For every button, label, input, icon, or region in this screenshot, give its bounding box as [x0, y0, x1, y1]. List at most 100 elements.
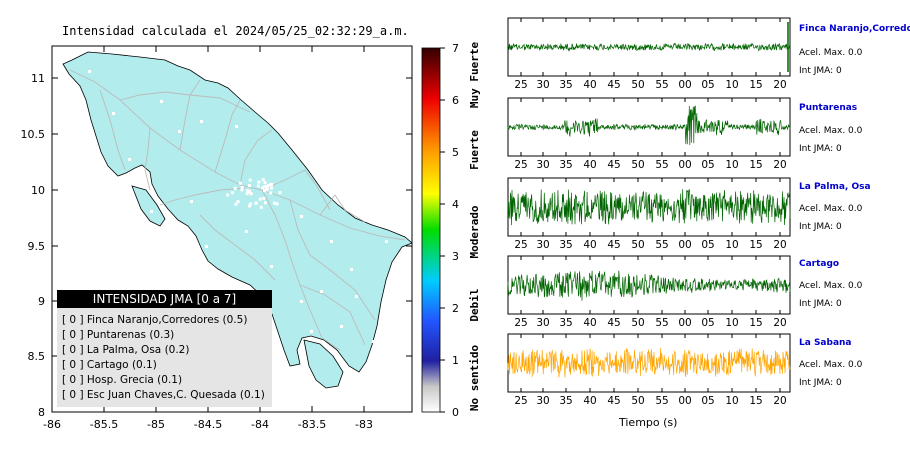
seismogram-panel: 25 30 35 40 45 50 55 00 05 10 15 20 — [507, 333, 791, 407]
town-marker — [262, 196, 266, 200]
seismogram-tick-label: 55 — [655, 159, 668, 171]
seismogram-tick-label: 40 — [583, 395, 596, 407]
station-accel: Acel. Max. 0.0 — [799, 126, 863, 136]
town-marker — [256, 184, 260, 188]
legend-item: [ 0 ] Finca Naranjo,Corredores (0.5) — [62, 314, 248, 326]
town-marker — [247, 184, 251, 188]
town-marker — [238, 181, 242, 185]
seismogram-panel: 25 30 35 40 45 50 55 00 05 10 15 20 — [507, 177, 791, 251]
seismogram-tick-label: 50 — [631, 159, 644, 171]
seismogram-tick-label: 20 — [773, 395, 786, 407]
legend-item: [ 0 ] Cartago (0.1) — [62, 359, 157, 371]
colorbar — [421, 47, 441, 413]
town-marker — [259, 205, 263, 209]
road — [179, 79, 201, 151]
colorbar-tick-label: 0 — [452, 406, 459, 419]
town-marker — [257, 180, 261, 184]
map-x-tick-label: -84 — [251, 418, 269, 431]
road — [159, 187, 246, 206]
colorbar-ticks: 7 6 5 4 3 2 1 0 — [440, 42, 459, 419]
map-y-tick-label: 9 — [38, 295, 45, 308]
seismogram-tick-label: 25 — [514, 395, 527, 407]
colorbar-label: Muy Fuerte — [468, 42, 481, 109]
seismogram-tick-label: 30 — [536, 395, 549, 407]
seismogram-tick-label: 40 — [583, 79, 596, 91]
seismogram-tick-label: 45 — [607, 79, 620, 91]
seismogram-tick-label: 00 — [678, 239, 691, 251]
town-marker — [249, 192, 253, 196]
town-marker — [270, 265, 273, 268]
map-y-axis: 11 10.5 10 9.5 9 8.5 8 — [21, 72, 412, 419]
colorbar-label: Debil — [468, 288, 481, 321]
colorbar-label-text: No sentido — [468, 345, 481, 412]
colorbar-tick-label: 1 — [452, 354, 459, 367]
town-marker — [231, 191, 235, 195]
seismogram-trace — [507, 105, 791, 146]
seismogram-tick-label: 20 — [773, 79, 786, 91]
town-marker — [236, 200, 240, 204]
map-x-axis: -86 -85.5 -85 -84.5 -84 -83.5 -83 — [43, 46, 373, 431]
seismogram-tick-label: 35 — [559, 239, 572, 251]
seismogram-tick-label: 50 — [631, 79, 644, 91]
colorbar-label-text: Muy Fuerte — [468, 42, 481, 109]
colorbar-labels: Muy Fuerte Fuerte Moderado Debil No sentido — [468, 42, 481, 412]
town-marker — [269, 191, 273, 195]
road — [199, 214, 276, 281]
colorbar-label-text: Moderado — [468, 205, 481, 258]
town-marker — [234, 202, 238, 206]
town-marker — [246, 189, 250, 193]
seismogram-tick-label: 05 — [701, 159, 714, 171]
town-marker — [300, 300, 303, 303]
colorbar-label: Fuerte — [468, 130, 481, 170]
seismogram-tick-label: 05 — [701, 317, 714, 329]
seismogram-tick-label: 10 — [725, 317, 738, 329]
town-marker — [355, 295, 358, 298]
road — [319, 194, 366, 223]
map-title: Intensidad calculada el 2024/05/25_02:32… — [62, 24, 409, 38]
seismogram-trace — [507, 270, 791, 301]
station-name: La Sabana — [799, 338, 852, 348]
colorbar-tick-label: 4 — [452, 198, 459, 211]
seismogram-tick-label: 15 — [749, 79, 762, 91]
road — [261, 189, 341, 351]
town-markers — [88, 70, 388, 363]
legend-item: [ 0 ] Hosp. Grecia (0.1) — [62, 374, 183, 386]
town-marker — [112, 112, 115, 115]
seismogram-tick-label: 05 — [701, 239, 714, 251]
town-marker — [240, 185, 244, 189]
seismogram-tick-label: 50 — [631, 239, 644, 251]
seismogram-tick-label: 20 — [773, 159, 786, 171]
colorbar-tick-label: 5 — [452, 146, 459, 159]
seismogram-tick-label: 15 — [749, 239, 762, 251]
town-marker — [261, 178, 265, 182]
seismogram-trace — [507, 347, 791, 378]
town-marker — [235, 125, 238, 128]
town-marker — [150, 210, 153, 213]
station-name: Puntarenas — [799, 103, 858, 113]
town-marker — [278, 191, 282, 195]
seismogram-tick-label: 15 — [749, 317, 762, 329]
seismogram-tick-label: 55 — [655, 317, 668, 329]
town-marker — [205, 245, 208, 248]
road — [261, 169, 331, 211]
map-x-tick-label: -84.5 — [194, 418, 222, 431]
station-accel: Acel. Max. 0.0 — [799, 48, 863, 58]
seismogram-tick-label: 40 — [583, 317, 596, 329]
seismogram-tick-label: 00 — [678, 395, 691, 407]
station-accel: Acel. Max. 0.0 — [799, 360, 863, 370]
station-jma: Int JMA: 0 — [799, 66, 842, 76]
town-marker — [265, 188, 269, 192]
colorbar-tick-label: 7 — [452, 42, 459, 55]
seismogram-tick-label: 45 — [607, 395, 620, 407]
town-marker — [248, 178, 252, 182]
town-marker — [245, 192, 249, 196]
seismogram-tick-label: 05 — [701, 395, 714, 407]
station-accel: Acel. Max. 0.0 — [799, 281, 863, 291]
town-marker — [263, 189, 267, 193]
town-marker — [340, 325, 343, 328]
legend-item: [ 0 ] Esc Juan Chaves,C. Quesada (0.1) — [62, 389, 265, 401]
map-area — [62, 51, 412, 389]
town-marker — [300, 360, 303, 363]
map-x-tick-label: -85.5 — [90, 418, 118, 431]
